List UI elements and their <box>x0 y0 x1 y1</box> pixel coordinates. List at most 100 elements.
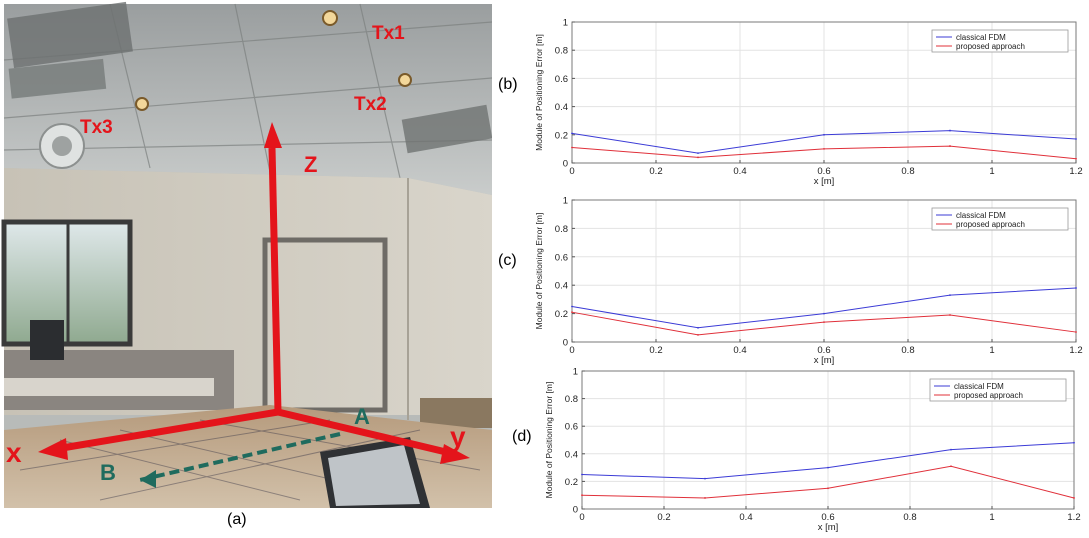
data-point <box>571 311 573 314</box>
data-point <box>697 334 699 336</box>
data-point <box>949 145 951 147</box>
x-axis-title: x [m] <box>814 355 835 366</box>
x-tick-label: 0 <box>579 512 584 523</box>
y-tick-label: 0.4 <box>565 449 578 460</box>
data-point <box>823 148 825 150</box>
x-axis-label: x <box>6 437 22 468</box>
x-tick-label: 1 <box>989 345 994 356</box>
axes <box>38 122 470 464</box>
data-point <box>827 466 829 469</box>
x-tick-label: 1 <box>989 166 994 177</box>
y-arrowhead <box>440 444 470 464</box>
data-point <box>571 132 573 135</box>
legend-label: classical FDM <box>956 33 1006 42</box>
data-point <box>1075 157 1077 160</box>
data-point <box>581 494 583 497</box>
y-tick-label: 1 <box>573 367 578 378</box>
y-tick-label: 0.8 <box>565 394 578 405</box>
path-arrowhead <box>140 470 156 488</box>
legend-label: proposed approach <box>956 42 1025 51</box>
data-point <box>704 477 706 480</box>
photo-caption: (a) <box>227 511 247 528</box>
data-point <box>950 465 952 468</box>
legend-box <box>931 207 1069 231</box>
data-point <box>827 487 829 490</box>
y-axis-label: y <box>450 421 466 452</box>
x-tick-label: 1.2 <box>1069 345 1082 356</box>
y-tick-label: 0.2 <box>565 477 578 488</box>
y-tick-label: 0.2 <box>555 309 568 320</box>
x-tick-label: 0.6 <box>821 512 834 523</box>
x-tick-label: 0.6 <box>817 166 830 177</box>
x-tick-label: 0.8 <box>901 166 914 177</box>
point-a-label: A <box>354 404 370 429</box>
data-point <box>1075 138 1077 140</box>
y-axis-title: Module of Positioning Error [m] <box>534 213 544 330</box>
data-point <box>823 312 825 315</box>
y-tick-label: 1 <box>563 18 568 29</box>
tx2-lamp <box>398 73 412 87</box>
y-tick-label: 0 <box>563 338 568 349</box>
x-tick-label: 1.2 <box>1067 512 1080 523</box>
legend-label: proposed approach <box>954 391 1023 400</box>
data-point <box>823 321 825 324</box>
ceiling-vent <box>8 58 107 99</box>
x-tick-label: 0.2 <box>657 512 670 523</box>
data-point <box>697 152 699 155</box>
panel-label-c: (c) <box>498 252 517 269</box>
data-point <box>949 314 951 316</box>
x-tick-label: 0 <box>569 345 574 356</box>
data-point <box>949 294 951 297</box>
y-tick-label: 0.4 <box>555 102 568 113</box>
z-axis-label: Z <box>304 152 317 177</box>
legend-label: proposed approach <box>956 220 1025 229</box>
y-tick-label: 1 <box>563 196 568 207</box>
x-arrowhead <box>38 438 68 460</box>
x-tick-label: 0.4 <box>739 512 752 523</box>
legend-box <box>931 29 1069 53</box>
desk-top <box>4 378 214 396</box>
x-axis-title: x [m] <box>818 522 839 533</box>
x-tick-label: 0.4 <box>733 345 746 356</box>
y-axis <box>277 408 447 456</box>
y-tick-label: 0 <box>573 505 578 516</box>
x-tick-label: 0 <box>569 166 574 177</box>
data-point <box>950 448 952 451</box>
x-tick-label: 1.2 <box>1069 166 1082 177</box>
y-tick-label: 0.4 <box>555 281 568 292</box>
y-tick-label: 0.6 <box>565 422 578 433</box>
panel-label-b: (b) <box>498 76 518 93</box>
legend-label: classical FDM <box>956 211 1006 220</box>
room-photo: Tx1 Tx2 Tx3 Z x y A B <box>1 1 493 508</box>
point-b-label: B <box>100 460 116 485</box>
x-tick-label: 0.4 <box>733 166 746 177</box>
y-tick-label: 0.2 <box>555 130 568 141</box>
y-tick-label: 0.6 <box>555 252 568 263</box>
y-tick-label: 0.8 <box>555 224 568 235</box>
measurement-path <box>139 432 341 482</box>
data-point <box>823 133 825 136</box>
floor-grid <box>19 419 481 501</box>
data-point <box>1073 441 1075 444</box>
data-point <box>949 129 951 132</box>
x-tick-label: 0.6 <box>817 345 830 356</box>
room-photo-panel: Tx1 Tx2 Tx3 Z x y A B (a) <box>0 0 493 533</box>
monitor <box>30 320 64 360</box>
data-point <box>1075 331 1077 333</box>
z-arrowhead <box>264 122 282 148</box>
panel-label-d: (d) <box>512 428 532 445</box>
legend-label: classical FDM <box>954 382 1004 391</box>
y-tick-label: 0.6 <box>555 74 568 85</box>
ceiling-diffuser-center <box>52 136 72 156</box>
tx3-label: Tx3 <box>80 117 113 138</box>
door-frame <box>262 237 388 413</box>
x-tick-label: 0.8 <box>901 345 914 356</box>
z-axis <box>268 147 282 413</box>
x-tick-label: 0.2 <box>649 345 662 356</box>
ceiling-vent <box>7 1 133 69</box>
